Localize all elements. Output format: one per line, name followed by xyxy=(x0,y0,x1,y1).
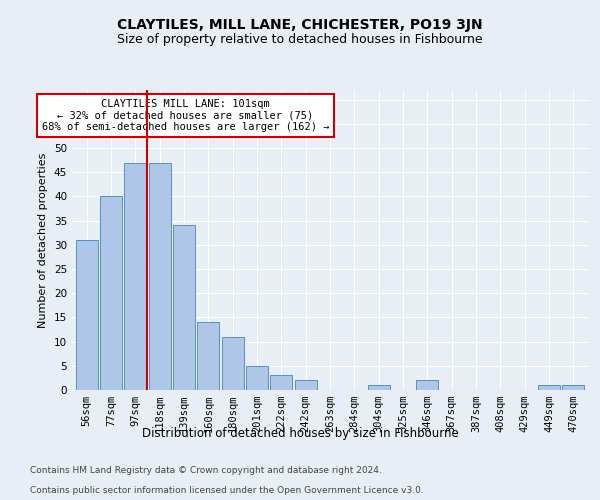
Bar xyxy=(221,337,244,390)
Bar xyxy=(246,366,268,390)
Bar xyxy=(368,385,389,390)
Bar xyxy=(538,385,560,390)
Bar xyxy=(149,162,170,390)
Bar xyxy=(295,380,317,390)
Bar xyxy=(76,240,98,390)
Text: CLAYTILES, MILL LANE, CHICHESTER, PO19 3JN: CLAYTILES, MILL LANE, CHICHESTER, PO19 3… xyxy=(117,18,483,32)
Bar xyxy=(173,226,195,390)
Bar xyxy=(197,322,219,390)
Text: Size of property relative to detached houses in Fishbourne: Size of property relative to detached ho… xyxy=(117,32,483,46)
Bar xyxy=(100,196,122,390)
Bar xyxy=(416,380,439,390)
Text: Contains HM Land Registry data © Crown copyright and database right 2024.: Contains HM Land Registry data © Crown c… xyxy=(30,466,382,475)
Bar xyxy=(271,376,292,390)
Bar xyxy=(562,385,584,390)
Text: Distribution of detached houses by size in Fishbourne: Distribution of detached houses by size … xyxy=(142,428,458,440)
Text: CLAYTILES MILL LANE: 101sqm
← 32% of detached houses are smaller (75)
68% of sem: CLAYTILES MILL LANE: 101sqm ← 32% of det… xyxy=(42,99,329,132)
Bar xyxy=(124,162,146,390)
Y-axis label: Number of detached properties: Number of detached properties xyxy=(38,152,49,328)
Text: Contains public sector information licensed under the Open Government Licence v3: Contains public sector information licen… xyxy=(30,486,424,495)
